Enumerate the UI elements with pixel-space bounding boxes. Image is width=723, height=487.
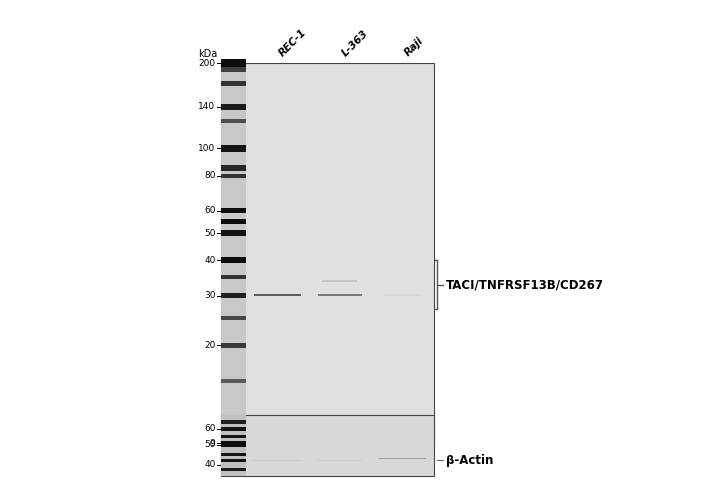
Text: Raji: Raji [403, 36, 425, 58]
Text: β-Actin: β-Actin [446, 454, 494, 467]
Text: 20: 20 [204, 341, 215, 350]
Text: 9: 9 [210, 439, 215, 448]
Text: 30: 30 [204, 291, 215, 300]
Text: 40: 40 [204, 256, 215, 265]
Text: 140: 140 [198, 102, 215, 112]
Text: 60: 60 [204, 425, 215, 433]
Text: 200: 200 [198, 59, 215, 68]
Text: 50: 50 [204, 228, 215, 238]
Text: 50: 50 [204, 440, 215, 450]
Text: 80: 80 [204, 171, 215, 180]
Text: 40: 40 [204, 460, 215, 469]
Text: REC-1: REC-1 [277, 27, 308, 58]
Text: kDa: kDa [198, 49, 217, 58]
Text: 100: 100 [198, 144, 215, 153]
Text: 60: 60 [204, 206, 215, 215]
Text: TACI/TNFRSF13B/CD267: TACI/TNFRSF13B/CD267 [446, 278, 604, 291]
Text: L-363: L-363 [340, 28, 370, 58]
